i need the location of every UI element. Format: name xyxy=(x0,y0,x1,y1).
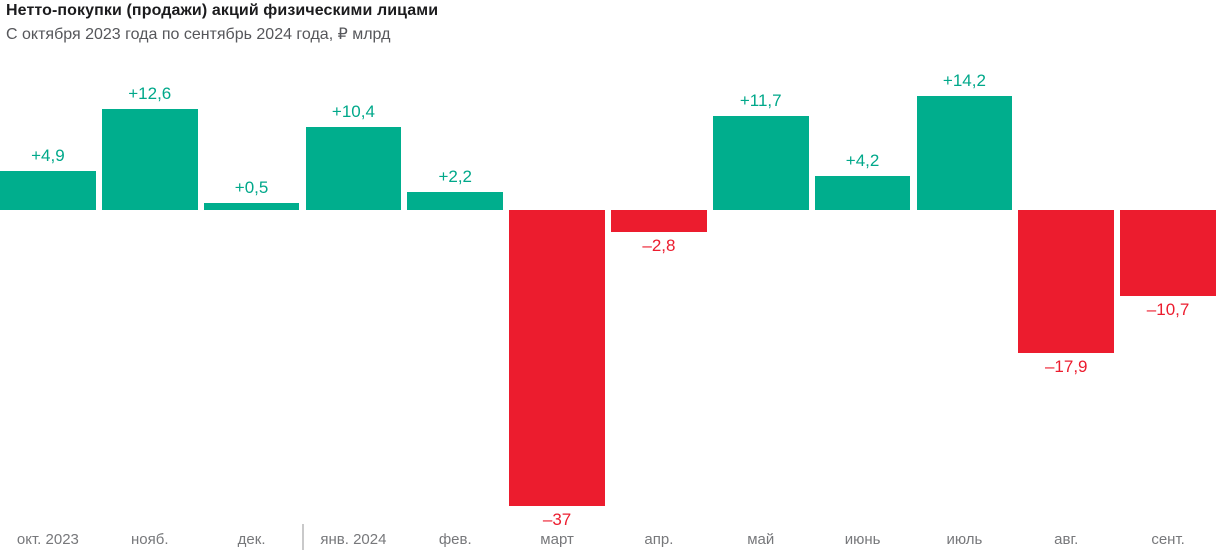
bar-март xyxy=(509,210,605,506)
bar-апр. xyxy=(611,210,707,233)
x-axis-label: окт. 2023 xyxy=(16,531,79,548)
value-label: –10,7 xyxy=(1146,299,1190,319)
bar-янв. 2024 xyxy=(305,126,402,210)
x-axis-label: фев. xyxy=(438,531,472,548)
bar-сент. xyxy=(1120,210,1216,296)
value-label: –2,8 xyxy=(642,236,676,256)
x-axis-label: сент. xyxy=(1151,531,1185,548)
bar-дек. xyxy=(203,203,300,210)
value-label: +0,5 xyxy=(234,178,269,197)
x-axis-label: янв. 2024 xyxy=(320,531,387,548)
x-axis-label: июнь xyxy=(844,531,881,548)
chart-subtitle: С октября 2023 года по сентябрь 2024 год… xyxy=(6,26,391,43)
bar-окт. 2023 xyxy=(0,170,96,210)
value-label: +4,2 xyxy=(845,151,880,171)
value-label: +11,7 xyxy=(739,91,782,111)
bar-май xyxy=(712,116,809,210)
value-label: +10,4 xyxy=(331,101,375,121)
bar-июль xyxy=(916,96,1013,210)
value-label: +4,9 xyxy=(31,145,65,165)
value-label: +14,2 xyxy=(942,71,986,91)
x-axis-label: март xyxy=(540,531,574,548)
x-axis-label: июль xyxy=(946,531,983,548)
value-label: +2,2 xyxy=(438,167,473,187)
year-divider-tick xyxy=(301,524,304,550)
bar-нояб. xyxy=(101,109,198,210)
value-label: –37 xyxy=(542,510,572,529)
x-axis-label: авг. xyxy=(1054,531,1079,548)
bar-авг. xyxy=(1018,210,1115,354)
x-axis-label: май xyxy=(747,531,775,548)
chart-title: Нетто-покупки (продажи) акций физическим… xyxy=(6,2,439,19)
bar-фев. xyxy=(407,192,504,210)
x-axis-label: апр. xyxy=(644,531,674,548)
value-label: +12,6 xyxy=(128,84,172,104)
bar-июнь xyxy=(814,176,911,210)
x-axis-label: нояб. xyxy=(130,531,169,548)
value-label: –17,9 xyxy=(1044,357,1088,377)
x-axis-label: дек. xyxy=(237,531,266,548)
